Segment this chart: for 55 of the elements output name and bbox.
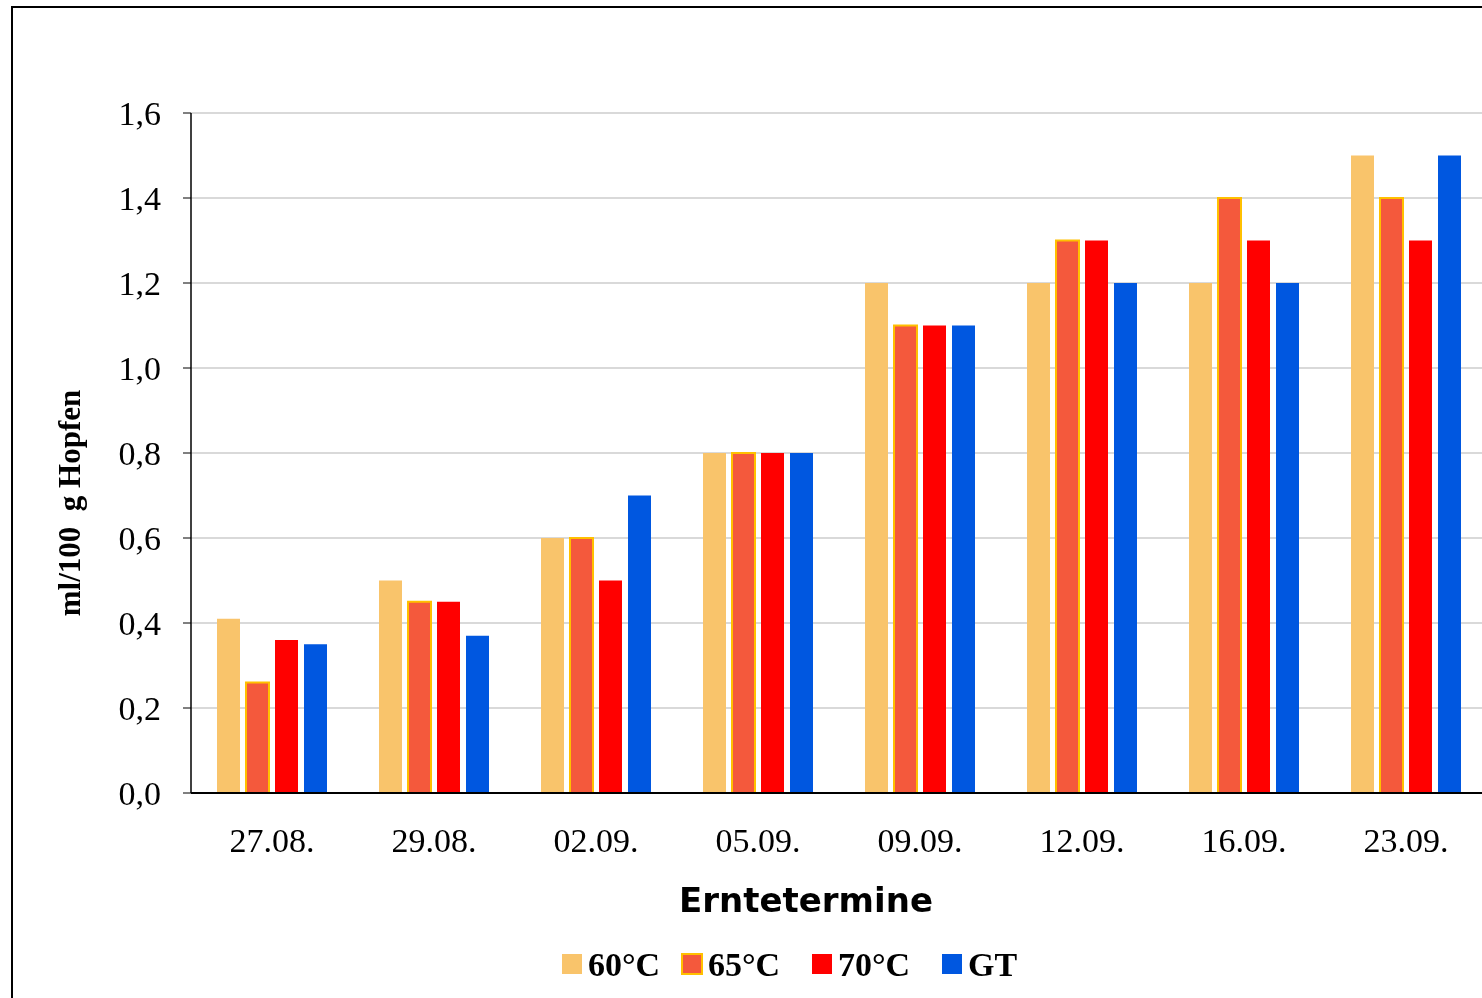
- bar: [790, 453, 813, 793]
- bar: [1085, 240, 1108, 793]
- y-tick-label: 0,0: [118, 774, 161, 812]
- legend-label: 60°C: [588, 946, 661, 983]
- bar: [1247, 240, 1270, 793]
- bar: [599, 580, 622, 793]
- bar: [1217, 197, 1242, 794]
- bar: [437, 601, 460, 793]
- bar: [541, 538, 564, 793]
- bar: [893, 324, 918, 794]
- y-tick-label: 0,6: [118, 519, 161, 557]
- x-tick-label: 02.09.: [553, 822, 639, 859]
- bar: [466, 635, 489, 793]
- y-tick-label: 1,6: [118, 94, 161, 132]
- bar: [1027, 283, 1050, 793]
- legend-label: 65°C: [708, 946, 781, 983]
- x-axis-title: Erntetermine: [679, 880, 933, 920]
- y-axis-title: ml/100 g Hopfen: [52, 389, 87, 617]
- bar: [1438, 155, 1461, 793]
- bar: [407, 600, 432, 794]
- x-tick-label: 09.09.: [877, 822, 963, 859]
- y-tick-label: 0,8: [118, 434, 161, 472]
- x-tick-label: 29.08.: [391, 822, 477, 859]
- x-tick-label: 27.08.: [229, 822, 315, 859]
- bar: [923, 325, 946, 793]
- bar: [245, 681, 270, 794]
- bar: [379, 580, 402, 793]
- bar: [761, 453, 784, 793]
- bar: [275, 640, 298, 793]
- bar: [1409, 240, 1432, 793]
- legend-label: GT: [968, 946, 1018, 983]
- bar: [1379, 197, 1404, 794]
- bar: [1189, 283, 1212, 793]
- y-tick-label: 1,2: [118, 264, 161, 302]
- bar: [1114, 283, 1137, 793]
- bar: [952, 325, 975, 793]
- bar: [628, 495, 651, 793]
- bar: [1276, 283, 1299, 793]
- x-tick-label: 12.09.: [1039, 822, 1125, 859]
- x-tick-label: 23.09.: [1363, 822, 1449, 859]
- bar: [1351, 155, 1374, 793]
- y-tick-label: 0,2: [118, 689, 161, 727]
- y-tick-label: 1,0: [118, 349, 161, 387]
- y-tick-label: 0,4: [118, 604, 161, 642]
- x-tick-label: 16.09.: [1201, 822, 1287, 859]
- bar: [569, 537, 594, 794]
- legend-label: 70°C: [838, 946, 911, 983]
- bar: [865, 283, 888, 793]
- bar: [703, 453, 726, 793]
- bar: [1055, 239, 1080, 794]
- y-tick-label: 1,4: [118, 179, 161, 217]
- bar: [731, 452, 756, 794]
- bar: [304, 644, 327, 793]
- x-tick-label: 05.09.: [715, 822, 801, 859]
- bar: [217, 618, 240, 793]
